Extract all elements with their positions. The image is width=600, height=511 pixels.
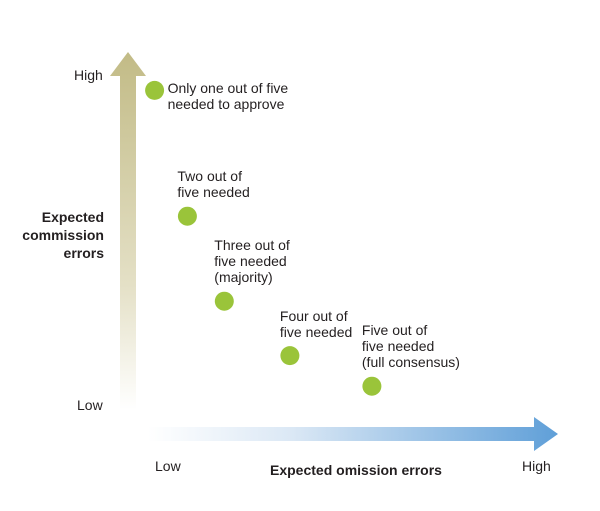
data-point-label-line: needed to approve xyxy=(167,96,285,113)
data-point-label-line: (majority) xyxy=(214,269,273,286)
points-layer xyxy=(145,80,382,396)
x-axis-title: Expected omission errors xyxy=(270,462,442,478)
data-point-label-line: Five out of xyxy=(361,322,428,339)
data-point-label-line: five needed xyxy=(361,338,435,355)
data-point-label-line: five needed xyxy=(214,253,287,270)
x-tick-high: High xyxy=(522,458,551,474)
x-axis-arrow xyxy=(148,417,558,451)
y-axis-arrow xyxy=(110,52,146,410)
y-axis-title-line: errors xyxy=(63,245,104,261)
data-point-label-line: Only one out of five xyxy=(167,80,289,97)
data-point-label-line: five needed xyxy=(279,323,353,340)
data-point-label: Only one out of five needed to approve xyxy=(168,80,289,112)
data-point xyxy=(280,346,300,366)
data-point-label-line: Three out of xyxy=(214,237,290,254)
y-tick-high: High xyxy=(74,67,103,83)
data-point xyxy=(145,80,165,100)
y-axis-title: Expected commission errors xyxy=(0,208,104,262)
data-point-label-line: Four out of xyxy=(279,307,348,324)
data-point xyxy=(214,291,234,311)
data-point-label-line: Two out of xyxy=(177,168,242,185)
data-point xyxy=(177,206,197,226)
data-point-label: Three out of five needed (majority) xyxy=(214,237,290,285)
data-point-label-line: (full consensus) xyxy=(361,354,460,371)
data-point xyxy=(362,376,382,396)
y-axis-title-line: commission xyxy=(22,227,104,243)
x-tick-low: Low xyxy=(155,458,181,474)
y-axis-title-line: Expected xyxy=(41,209,104,225)
data-point-label: Two out of five needed xyxy=(177,168,249,200)
data-point-label: Four out of five needed xyxy=(280,308,352,340)
y-tick-low: Low xyxy=(77,397,103,413)
data-point-label: Five out of five needed (full consensus) xyxy=(362,322,460,370)
data-point-label-line: five needed xyxy=(177,184,250,201)
